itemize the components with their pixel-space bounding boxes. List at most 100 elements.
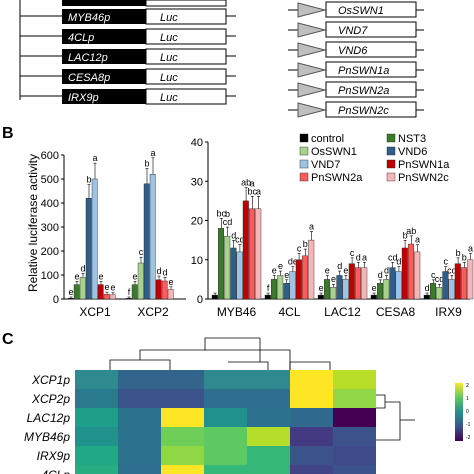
dendrogram-branch <box>109 359 171 370</box>
bar <box>377 283 384 300</box>
heatmap-row-label: XCP1p <box>31 373 70 387</box>
reporter-label: Luc <box>160 12 178 24</box>
y-tick-label: 0 <box>197 294 203 306</box>
heatmap-cell <box>161 465 204 474</box>
heatmap-cell <box>118 370 161 389</box>
heatmap-cell <box>161 370 204 389</box>
bar <box>143 183 150 300</box>
bar <box>401 247 408 300</box>
significance-letter: a <box>150 148 155 158</box>
reporter-label: Luc <box>160 72 178 84</box>
significance-letter: a <box>256 186 261 196</box>
significance-letter: ab <box>406 226 416 236</box>
y-tick-label: 500 <box>41 174 59 186</box>
significance-letter: e <box>68 287 73 297</box>
heatmap-cell <box>118 446 161 465</box>
significance-letter: e <box>272 265 277 275</box>
promoter-arrow <box>297 42 327 58</box>
significance-letter: e <box>325 265 330 275</box>
effector-label: PnSWN1a <box>338 65 389 77</box>
heatmap-cell <box>247 408 290 427</box>
bar <box>395 271 402 300</box>
y-tick-label: 30 <box>191 176 203 188</box>
significance-letter: d <box>384 265 389 275</box>
promoter-box <box>62 0 146 6</box>
promoter-arrow <box>297 82 327 98</box>
heatmap-cell <box>333 427 376 446</box>
bar <box>461 267 468 300</box>
reporter-label: Luc <box>160 52 178 64</box>
colorbar-tick-label: -2 <box>466 435 471 441</box>
dendrogram-branch <box>139 349 291 370</box>
effector-label: PnSWN2a <box>338 85 389 97</box>
heatmap-cell <box>290 427 333 446</box>
colorbar-scale <box>455 383 463 441</box>
panel-label-c: C <box>2 331 14 348</box>
heatmap-cell <box>75 370 118 389</box>
heatmap-cell <box>247 446 290 465</box>
bar <box>149 173 156 300</box>
significance-letter: e <box>168 277 173 287</box>
bar <box>408 243 415 300</box>
bar <box>454 263 461 300</box>
bar <box>109 294 116 300</box>
heatmap-cell <box>247 389 290 408</box>
legend-label: NST3 <box>398 133 426 145</box>
bar <box>355 267 362 300</box>
y-tick-label: 200 <box>41 246 59 258</box>
significance-letter: a <box>92 153 97 163</box>
bar <box>348 263 355 300</box>
heatmap-cell <box>247 427 290 446</box>
effector-label: VND6 <box>338 45 368 57</box>
y-tick-label: 300 <box>41 222 59 234</box>
heatmap-cell <box>333 370 376 389</box>
bar <box>79 277 86 300</box>
significance-letter: c <box>350 248 355 258</box>
promoter-label: IRX9p <box>68 92 99 104</box>
bar <box>161 280 168 300</box>
significance-letter: a <box>250 178 255 188</box>
heatmap-colorbar: 2 1 0 -1 -2 <box>455 383 471 441</box>
bar <box>255 208 262 300</box>
bar <box>442 271 449 300</box>
heatmap-cell <box>75 427 118 446</box>
bar <box>389 267 396 300</box>
dendrogram-branch <box>204 337 260 350</box>
bar <box>430 283 437 300</box>
heatmap-cell <box>333 408 376 427</box>
bar <box>91 178 98 300</box>
y-tick-label: 20 <box>191 216 203 228</box>
significance-letter: d <box>162 267 167 277</box>
bar <box>103 294 110 300</box>
bar <box>271 279 278 300</box>
significance-letter: e <box>98 271 103 281</box>
significance-letter: a <box>415 235 420 245</box>
significance-letter: c <box>297 243 302 253</box>
significance-letter: c <box>431 270 436 280</box>
promoter-box <box>62 29 146 44</box>
heatmap-cell <box>333 446 376 465</box>
heatmap-cell <box>204 370 247 389</box>
reporter-label: Luc <box>160 32 178 44</box>
legend-label: VND7 <box>311 159 340 171</box>
bar <box>264 294 271 300</box>
heatmap-cell <box>204 408 247 427</box>
y-tick-label: 400 <box>41 198 59 210</box>
reporter-box <box>145 88 227 105</box>
legend-swatch <box>386 146 396 156</box>
dendrogram-branch <box>370 401 401 441</box>
x-tick-label: CESA8 <box>376 305 416 319</box>
significance-letter: b <box>144 159 149 169</box>
significance-letter: bc <box>248 186 258 196</box>
promoter-constructs: MYB46p Luc 4CLp Luc LAC12p Luc CESA8p Luc IRX9p L… <box>19 0 236 105</box>
bar <box>302 255 309 300</box>
bar <box>283 283 290 300</box>
heatmap-cell <box>247 370 290 389</box>
colorbar-tick-label: 1 <box>466 396 469 402</box>
legend-swatch <box>386 133 396 143</box>
significance-letter: bc <box>217 208 227 218</box>
reporter-label: Luc <box>160 92 178 104</box>
significance-letter: f <box>267 283 270 293</box>
